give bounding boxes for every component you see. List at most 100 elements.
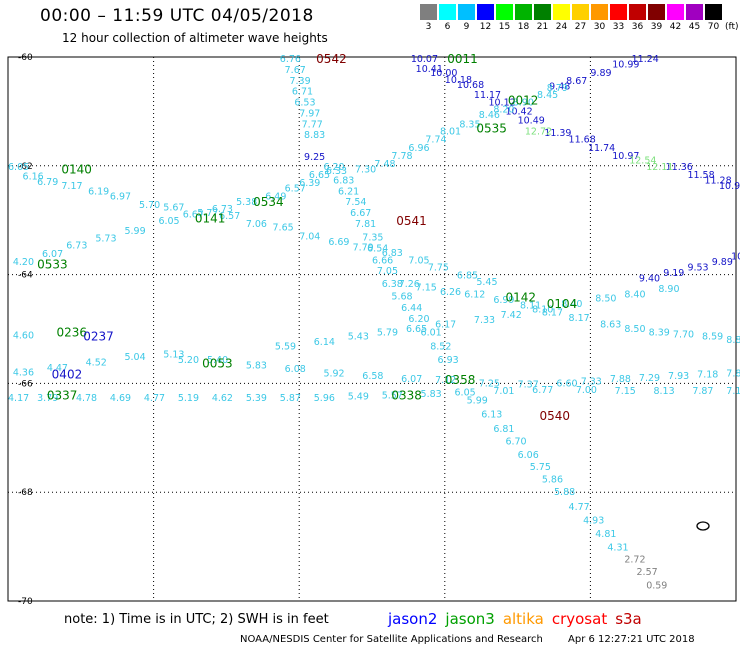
wave-height-label: 10.12	[488, 98, 515, 109]
legend-level-label: 12	[479, 22, 492, 32]
wave-height-label: 6.12	[464, 290, 485, 301]
wave-height-label: 5.43	[348, 332, 369, 343]
wave-height-label: 6.83	[333, 175, 354, 186]
wave-height-label: 8.46	[479, 110, 500, 121]
wave-height-label: 7.37	[518, 379, 539, 390]
wave-height-label: 6.33	[326, 166, 347, 177]
wave-height-label: 9.89	[590, 68, 611, 79]
wave-height-label: 7.05	[408, 255, 429, 266]
wave-height-label: 4.20	[13, 257, 34, 268]
wave-height-label: 7.06	[246, 219, 267, 230]
wave-height-label: 6.54	[367, 243, 388, 254]
wave-height-label: 7.15	[416, 283, 437, 294]
wave-height-label: 12.72	[525, 126, 552, 137]
wave-height-label: 8.17	[542, 308, 563, 319]
legend-swatch	[534, 4, 551, 20]
pass-time-label: 0011	[447, 52, 478, 66]
wave-height-label: 5.86	[542, 475, 563, 486]
legend-level-label: 39	[650, 22, 663, 32]
wave-height-label: 8.50	[624, 324, 645, 335]
wave-height-label: 5.79	[377, 328, 398, 339]
legend-level-label: 15	[498, 22, 511, 32]
satellite-name: jason2	[388, 610, 438, 628]
wave-height-label: 6.73	[212, 204, 233, 215]
wave-height-label: 6.99	[493, 295, 514, 306]
legend-level-label: 45	[688, 22, 701, 32]
legend-level-label: 36	[631, 22, 644, 32]
wave-height-label: 11.58	[687, 170, 714, 181]
wave-height-label: 7.93	[668, 371, 689, 382]
wave-height-label: 6.67	[350, 208, 371, 219]
wave-height-label: 2.57	[637, 567, 658, 578]
pass-time-label: 0236	[57, 326, 88, 340]
wave-height-label: 5.38	[236, 197, 257, 208]
wave-height-label: 7.15	[615, 386, 636, 397]
wave-height-label: 8.50	[595, 293, 616, 304]
legend-swatch	[496, 4, 513, 20]
legend-swatch	[686, 4, 703, 20]
wave-height-label: 7.30	[355, 165, 376, 176]
pass-time-label: 0358	[445, 373, 476, 387]
wave-height-label: 7.74	[425, 135, 446, 146]
wave-height-label: 7.04	[299, 231, 320, 242]
wave-height-label: 5.19	[178, 393, 199, 404]
wave-height-label: 9.40	[639, 273, 660, 284]
wave-height-label: 8.90	[658, 284, 679, 295]
wave-height-label: 8.40	[624, 290, 645, 301]
wave-height-label: 6.77	[532, 385, 553, 396]
wave-height-label: 6.65	[406, 324, 427, 335]
wave-height-label: 6.79	[37, 177, 58, 188]
wave-height-label: 6.93	[438, 355, 459, 366]
wave-height-label: 6.05	[455, 388, 476, 399]
wave-height-label: 8.52	[430, 341, 451, 352]
wave-height-label: 8.63	[600, 320, 621, 331]
coast-island	[696, 521, 710, 531]
wave-height-label: 5.57	[382, 390, 403, 401]
pass-time-label: 0012	[508, 93, 539, 107]
wave-height-label: 4.77	[144, 393, 165, 404]
legend-level-label: 18	[517, 22, 530, 32]
pass-times: 0542 0011 0012 0535 0140 0534 0141 0541 0533 0142…	[37, 52, 577, 423]
wave-height-label: 2.72	[624, 555, 645, 566]
lat-tick-label: -64	[18, 271, 33, 281]
credit-line: NOAA/NESDIS Center for Satellite Applica…	[240, 634, 543, 645]
wave-height-label: 6.65	[309, 170, 330, 181]
wave-height-label: 6.85	[457, 271, 478, 282]
wave-height-label: 7.70	[673, 329, 694, 340]
wave-height-label: 6.66	[372, 255, 393, 266]
wave-height-label: 5.45	[476, 277, 497, 288]
legend-swatch	[629, 4, 646, 20]
wave-height-label: 6.67	[183, 210, 204, 221]
map-title: 00:00 – 11:59 UTC 04/05/2018	[40, 6, 314, 26]
wave-height-label: 7.54	[345, 197, 366, 208]
wave-height-label: 4.62	[212, 393, 233, 404]
wave-height-label: 5.39	[246, 393, 267, 404]
pass-time-label: 0142	[505, 290, 536, 304]
pass-time-label: 0338	[391, 388, 422, 402]
wave-height-label: 6.05	[158, 216, 179, 227]
pass-time-label: 0104	[547, 297, 578, 311]
wave-height-label: 6.05	[8, 162, 29, 173]
wave-height-label: 5.99	[124, 226, 145, 237]
wave-height-label: 10.68	[457, 80, 484, 91]
wave-height-label: 7.88	[610, 374, 631, 385]
wave-height-label: 7.01	[493, 386, 514, 397]
wave-height-label: 6.20	[323, 162, 344, 173]
wave-height-label: 6.57	[219, 211, 240, 222]
wave-height-label: 11.68	[569, 135, 596, 146]
wave-height-label: 4.60	[13, 330, 34, 341]
legend-level-label: 33	[612, 22, 625, 32]
wave-height-label: 8.90	[513, 98, 534, 109]
wave-height-label: 7.87	[692, 386, 713, 397]
wave-height-label: 6.76	[280, 54, 301, 65]
legend-level-label: 9	[463, 22, 470, 32]
pass-time-label: 0533	[37, 258, 68, 272]
wave-height-label: 6.14	[314, 337, 335, 348]
wave-height-label: 4.52	[86, 358, 107, 369]
pass-time-label: 0402	[52, 368, 83, 382]
wave-height-label: 6.26	[440, 287, 461, 298]
legend-level-label: 30	[593, 22, 606, 32]
wave-height-label: 6.07	[42, 249, 63, 260]
wave-height-label: 3.79	[37, 393, 58, 404]
wave-height-label: 12.54	[629, 155, 656, 166]
